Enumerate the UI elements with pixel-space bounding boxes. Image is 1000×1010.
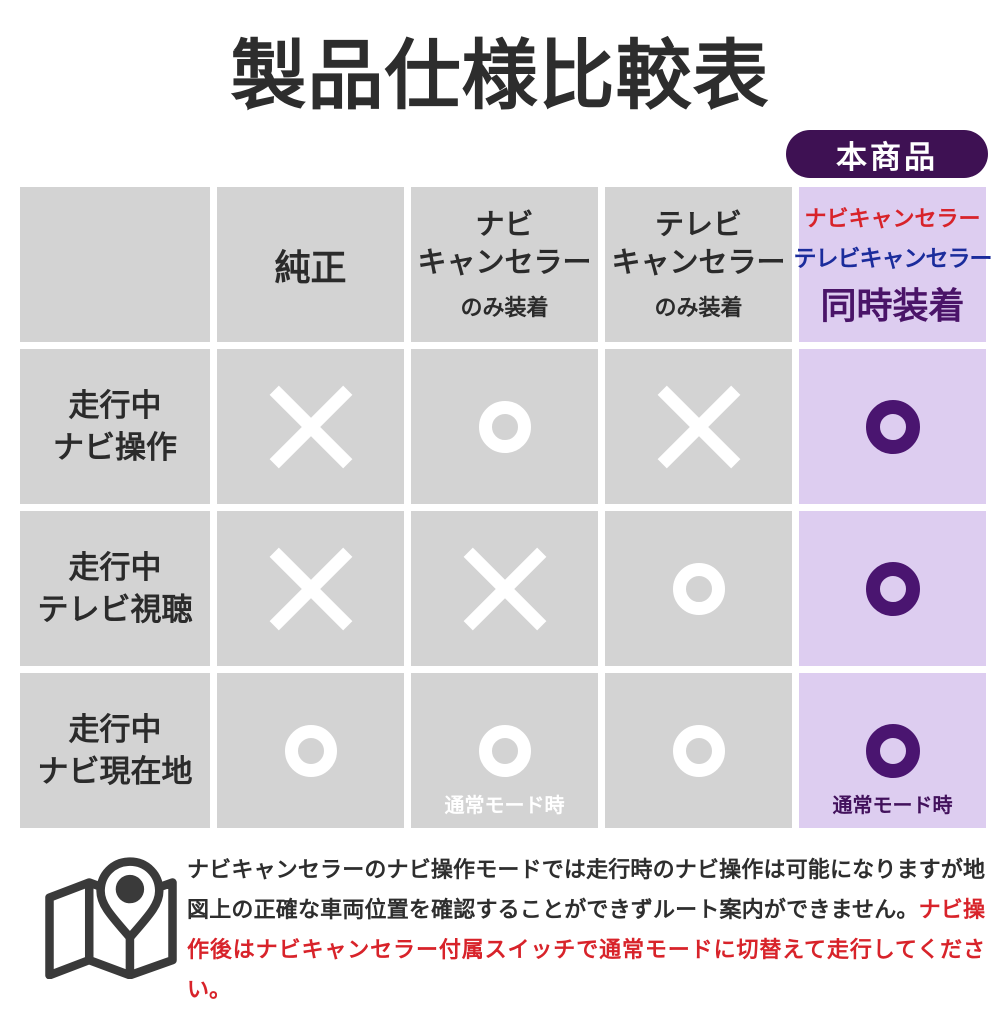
normal-mode-note: 通常モード時: [444, 795, 565, 817]
column-header-genuine: 純正: [217, 187, 404, 342]
mark-cell-highlight: [799, 349, 986, 504]
row-header-tv-viewing: 走行中 テレビ視聴: [20, 511, 210, 666]
footnote-text-red: ナビ操作後はナビキャンセラー付属スイッチで通常モードに切替えて走行してください。: [187, 897, 985, 1002]
mark-cell: [217, 511, 404, 666]
product-badge: 本商品: [786, 130, 988, 178]
circle-mark: [284, 724, 337, 777]
cross-mark: [466, 550, 544, 628]
mark-cell-highlight: 通常モード時: [799, 673, 986, 828]
circle-mark: [865, 561, 920, 616]
map-location-icon: [40, 850, 187, 1010]
tv-canceller-label: テレビキャンセラー: [793, 244, 993, 271]
column-header-both-cancellers: ナビキャンセラー テレビキャンセラー 同時装着: [794, 187, 993, 342]
row-label: 走行中 ナビ現在地: [37, 711, 193, 789]
mark-cell: [605, 349, 792, 504]
circle-mark: [672, 562, 725, 615]
footnote-text-black: ナビキャンセラーのナビ操作モードでは走行時のナビ操作は可能になりますが地図上の正…: [187, 857, 985, 922]
circle-mark: [478, 724, 531, 777]
normal-mode-note: 通常モード時: [832, 795, 953, 817]
column-header-navi-canceller-only: ナビ キャンセラー のみ装着: [411, 187, 598, 342]
simultaneous-install-label: 同時装着: [820, 284, 965, 326]
column-header-sublabel: のみ装着: [460, 294, 549, 320]
cross-mark: [660, 388, 738, 466]
row-header-navi-position: 走行中 ナビ現在地: [20, 673, 210, 828]
mark-cell: [605, 673, 792, 828]
cross-mark: [272, 388, 350, 466]
page-title: 製品仕様比較表: [230, 34, 770, 119]
mark-cell-highlight: [799, 511, 986, 666]
mark-cell: [217, 349, 404, 504]
mark-cell: [411, 511, 598, 666]
corner-cell: [20, 187, 210, 342]
row-label: 走行中 テレビ視聴: [37, 549, 193, 627]
row-header-navi-operation: 走行中 ナビ操作: [20, 349, 210, 504]
circle-mark: [672, 724, 725, 777]
mark-cell: [411, 349, 598, 504]
column-header-label: テレビ キャンセラー: [611, 209, 786, 279]
circle-mark: [478, 400, 531, 453]
footnote-text: ナビキャンセラーのナビ操作モードでは走行時のナビ操作は可能になりますが地図上の正…: [187, 850, 985, 1010]
navi-canceller-label: ナビキャンセラー: [804, 205, 981, 231]
mark-cell: 通常モード時: [411, 673, 598, 828]
column-header-tv-canceller-only: テレビ キャンセラー のみ装着: [605, 187, 792, 342]
circle-mark: [865, 399, 920, 454]
mark-cell: [605, 511, 792, 666]
column-header-label: ナビ キャンセラー: [417, 209, 592, 279]
row-label: 走行中 ナビ操作: [53, 387, 177, 465]
cross-mark: [272, 550, 350, 628]
circle-mark: [865, 723, 920, 778]
mark-cell: [217, 673, 404, 828]
column-header-sublabel: のみ装着: [654, 294, 743, 320]
column-header-label: 純正: [274, 246, 347, 288]
footnote: ナビキャンセラーのナビ操作モードでは走行時のナビ操作は可能になりますが地図上の正…: [40, 850, 985, 1010]
spec-comparison-table: 純正 ナビ キャンセラー のみ装着 テレビ キャンセラー のみ装着 ナビキャンセ…: [20, 187, 993, 828]
